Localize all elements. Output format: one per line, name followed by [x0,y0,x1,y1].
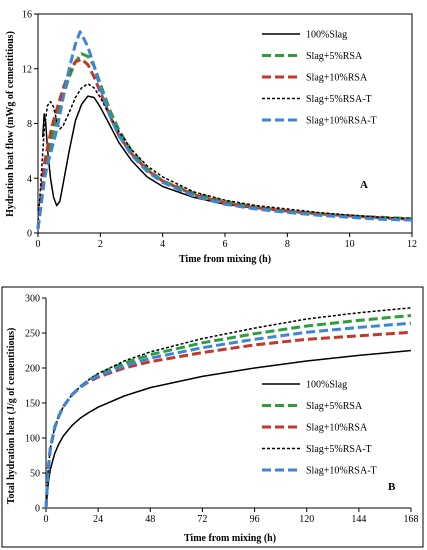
panel-a-series [36,30,413,230]
panel-b-y-tick-label: 300 [25,294,40,305]
panel-a-x-tick-label: 12 [407,239,417,250]
panel-b-y-tick-label: 250 [25,329,40,340]
panel-a-letter: A [360,179,368,191]
panel-b-x-tick-label: 0 [44,514,49,525]
panel-a-y-tick-label: 0 [27,229,32,240]
panel-a-y-tick-label: 12 [22,64,32,75]
panel-b-x-axis-label: Time from mixing (h) [184,533,276,544]
panel-a-legend-label-1: Slag+5%RSA [306,51,363,62]
panel-b-legend-label-3: Slag+5%RSA-T [306,444,372,455]
panel-b-legend: 100%Slag Slag+5%RSA Slag+10%RSA Slag+5%RSA-… [262,380,377,477]
panel-b-y-tick-label: 200 [25,364,40,375]
panel-a-legend: 100%Slag Slag+5%RSA Slag+10%RSA Slag+5%RSA-… [262,30,377,127]
panel-a-y-tick-label: 8 [27,119,32,130]
panel-b-series [44,307,412,509]
panel-a-x-axis-label: Time from mixing (h) [179,254,271,265]
panel-a-y-tick-label: 4 [27,174,32,185]
panel-b-x-tick-label: 72 [197,514,207,525]
panel-b-frame [1,286,424,548]
panel-b-x-tick-label: 144 [351,514,366,525]
panel-b-x-tick-label: 24 [93,514,103,525]
panel-b-y-tick-label: 50 [30,469,40,480]
panel-a-x-tick-label: 2 [98,239,103,250]
panel-a-legend-label-2: Slag+10%RSA [306,73,368,84]
panel-b-y-tick-label: 150 [25,399,40,410]
panel-b-x-tick-label: 168 [404,514,419,525]
panel-b-x-tick-label: 48 [145,514,155,525]
panel-a-heat-flow-chart: Hydration heat flow (mWg of cementitious… [5,10,417,266]
panel-b-letter: B [388,481,396,493]
panel-b-series-line-2 [44,330,412,509]
panel-b-legend-label-4: Slag+10%RSA-T [306,466,377,477]
panel-b-x-tick-label: 120 [299,514,314,525]
panel-a-x-tick-label: 6 [223,239,228,250]
panel-b-y-tick-label: 0 [35,504,40,515]
panel-a-ticks: 0 2 4 6 8 10 12 0 4 8 12 16 [22,10,417,251]
panel-b-legend-label-1: Slag+5%RSA [306,401,363,412]
panel-a-y-tick-label: 16 [22,10,32,21]
panel-a-y-axis-label: Hydration heat flow (mWg of cementitious… [5,31,16,217]
panel-a-legend-label-3: Slag+5%RSA-T [306,94,372,105]
panel-b-series-line-4 [44,321,412,509]
panel-a-series-line-3 [37,83,413,227]
panel-b-ticks: 0 24 48 72 96 120 144 168 0 50 100 150 200 250 300 [25,294,419,526]
panel-a-series-line-4 [36,30,413,230]
panel-b-series-line-0 [45,349,412,509]
panel-b-legend-label-2: Slag+10%RSA [306,423,368,434]
panel-a-x-tick-label: 10 [345,239,355,250]
panel-b-x-tick-label: 96 [250,514,260,525]
panel-b-legend-label-0: 100%Slag [306,380,347,391]
panel-a-x-tick-label: 4 [160,239,165,250]
panel-b-y-tick-label: 100 [25,434,40,445]
panel-a-legend-label-0: 100%Slag [306,30,347,41]
panel-b-series-line-3 [45,307,412,509]
panel-a-x-tick-label: 8 [285,239,290,250]
panel-a-series-line-2 [36,57,413,230]
panel-b-total-heat-chart: Total hydration heat (J/g of cementitiou… [1,286,424,548]
panel-b-y-axis-label: Total hydration heat (J/g of cementitiou… [6,328,17,505]
panel-a-x-tick-label: 0 [36,239,41,250]
panel-a-legend-label-4: Slag+10%RSA-T [306,116,377,127]
